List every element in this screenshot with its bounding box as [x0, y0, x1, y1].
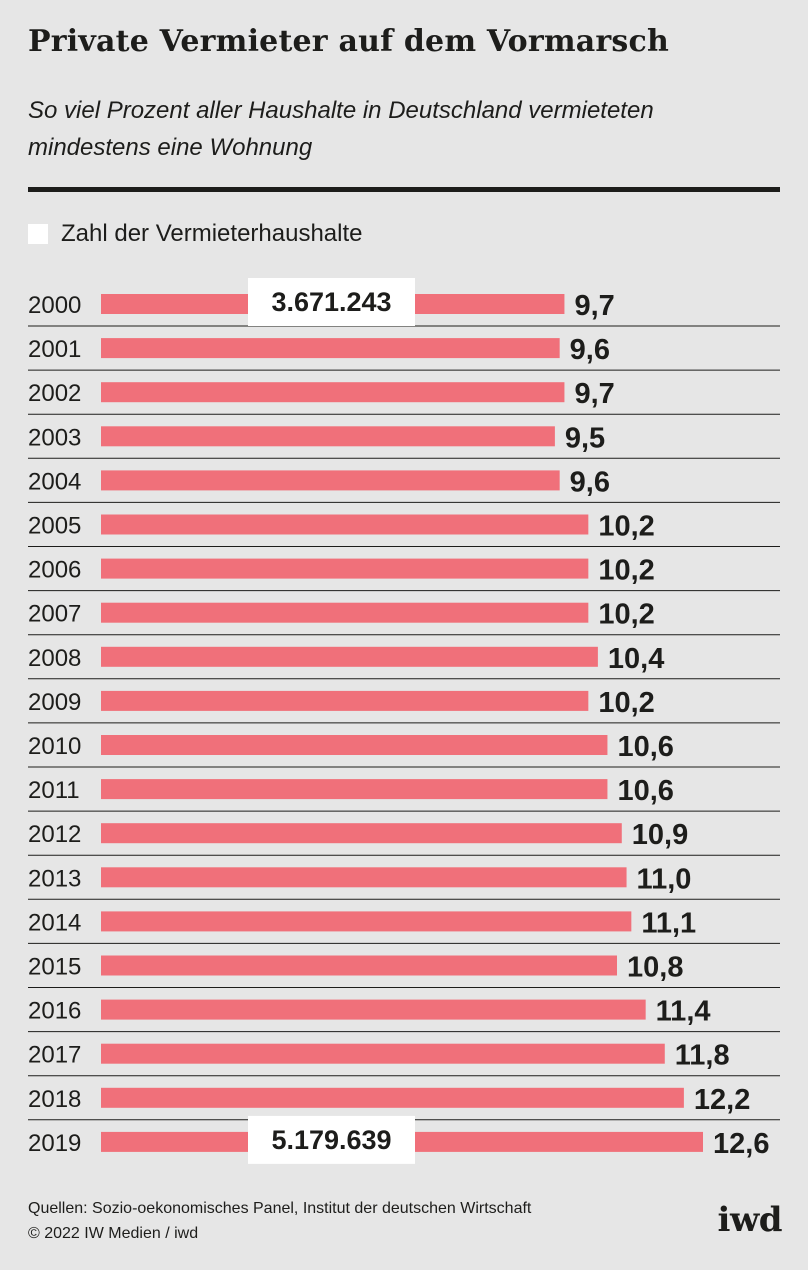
bar — [101, 470, 560, 491]
bar — [101, 646, 598, 667]
bar — [101, 514, 589, 535]
bar — [101, 999, 646, 1020]
year-label: 2006 — [28, 557, 81, 584]
legend-label: Zahl der Vermieterhaushalte — [61, 220, 363, 247]
year-label: 2010 — [28, 733, 81, 760]
bar — [101, 602, 589, 623]
footer-copyright: © 2022 IW Medien / iwd — [28, 1225, 199, 1242]
year-label: 2016 — [28, 998, 81, 1025]
annotation-text: 3.671.243 — [271, 287, 391, 317]
bar — [101, 867, 627, 888]
value-label: 9,6 — [570, 466, 610, 498]
bar — [101, 735, 608, 755]
bar — [101, 382, 565, 403]
year-label: 2000 — [28, 292, 81, 319]
bar-chart: 2000 9,7 2001 9,6 2002 9,7 2003 9,5 2004 9,6 2005 1… — [28, 278, 780, 1164]
value-label: 10,2 — [598, 511, 654, 543]
footer-sources: Quellen: Sozio-oekonomisches Panel, Inst… — [28, 1200, 532, 1217]
annotation-text: 5.179.639 — [271, 1125, 391, 1155]
bar — [101, 426, 555, 447]
value-label: 10,2 — [598, 687, 654, 719]
value-label: 11,8 — [675, 1040, 730, 1072]
year-label: 2018 — [28, 1086, 81, 1113]
value-label: 11,1 — [641, 907, 696, 939]
year-label: 2011 — [28, 777, 80, 804]
year-label: 2008 — [28, 645, 81, 672]
annotation-box — [248, 1115, 415, 1164]
year-label: 2001 — [28, 336, 81, 363]
value-label: 10,4 — [608, 643, 664, 675]
iwd-logo: iwd — [717, 1200, 783, 1240]
year-label: 2005 — [28, 513, 81, 540]
year-label: 2002 — [28, 380, 81, 407]
value-label: 9,6 — [570, 334, 610, 366]
value-label: 11,4 — [656, 996, 711, 1028]
year-label: 2003 — [28, 424, 81, 451]
year-label: 2015 — [28, 954, 81, 981]
chart-subtitle: So viel Prozent aller Haushalte in Deuts… — [28, 97, 654, 161]
year-label: 2017 — [28, 1042, 81, 1069]
legend: Zahl der Vermieterhaushalte — [28, 220, 363, 248]
year-label: 2019 — [28, 1130, 81, 1157]
value-label: 10,2 — [598, 555, 654, 587]
value-label: 11,0 — [637, 863, 692, 895]
value-label: 10,6 — [617, 775, 673, 807]
bar — [101, 823, 622, 844]
bar — [101, 1087, 684, 1108]
value-label: 12,2 — [694, 1084, 750, 1116]
value-label: 10,6 — [617, 731, 673, 763]
bar — [101, 558, 589, 579]
year-label: 2009 — [28, 689, 81, 716]
chart-title: Private Vermieter auf dem Vormarsch — [28, 24, 669, 59]
year-label: 2004 — [28, 468, 81, 495]
legend-swatch — [28, 224, 48, 244]
bar — [101, 911, 632, 932]
value-label: 12,6 — [713, 1128, 769, 1160]
value-label: 9,5 — [565, 422, 605, 454]
bar — [101, 1043, 665, 1064]
bar — [101, 690, 589, 711]
annotation-box — [248, 278, 415, 326]
value-label: 9,7 — [574, 290, 614, 322]
bar — [101, 955, 617, 976]
bar — [101, 338, 560, 359]
value-label: 10,9 — [632, 819, 688, 851]
header-divider — [28, 187, 780, 192]
value-label: 10,8 — [627, 952, 683, 984]
value-label: 9,7 — [574, 378, 614, 410]
value-label: 10,2 — [598, 599, 654, 631]
footer: Quellen: Sozio-oekonomisches Panel, Inst… — [28, 1196, 531, 1246]
year-label: 2013 — [28, 865, 81, 892]
year-label: 2012 — [28, 821, 81, 848]
year-label: 2007 — [28, 601, 81, 628]
year-label: 2014 — [28, 909, 81, 936]
bar — [101, 779, 608, 800]
